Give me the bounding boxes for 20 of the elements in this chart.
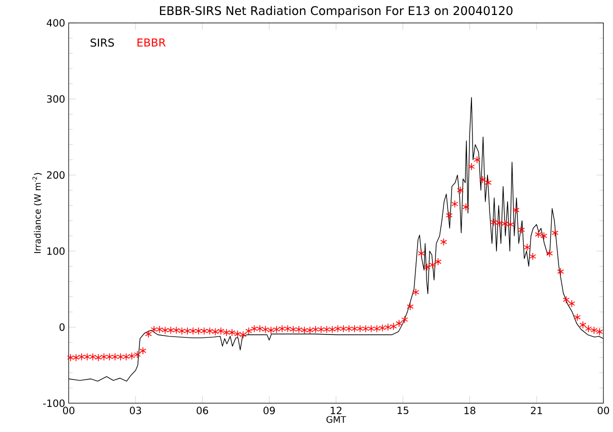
x-tick-label: 03 [130, 406, 142, 414]
text: EBBR [138, 38, 166, 46]
x-axis-title: GMT [326, 416, 346, 423]
x-tick-label: 21 [530, 406, 542, 414]
x-tick-label: 00 [63, 406, 74, 414]
y-tick-label: 100 [47, 247, 65, 255]
y-tick-label: -100 [43, 399, 65, 407]
x-tick-label: 12 [330, 406, 342, 414]
x-tick-label: 09 [264, 406, 275, 414]
text: SIRS [90, 38, 114, 47]
y-tick-label: 400 [46, 19, 65, 27]
x-tick-label: 06 [196, 406, 208, 414]
x-tick-label: 18 [464, 406, 476, 414]
chart-title: EBBR-SIRS Net Radiation Comparison For E13 on 20040120 [160, 6, 512, 18]
y-axis-title: Irradiance (W m$^{-2}$) [32, 173, 42, 253]
y-tick-label: 0 [60, 323, 65, 331]
y-tick-label: 300 [47, 95, 65, 103]
x-tick-label: 00 [598, 406, 610, 414]
x-tick-label: 15 [398, 406, 408, 414]
y-tick-label: 200 [47, 171, 65, 179]
